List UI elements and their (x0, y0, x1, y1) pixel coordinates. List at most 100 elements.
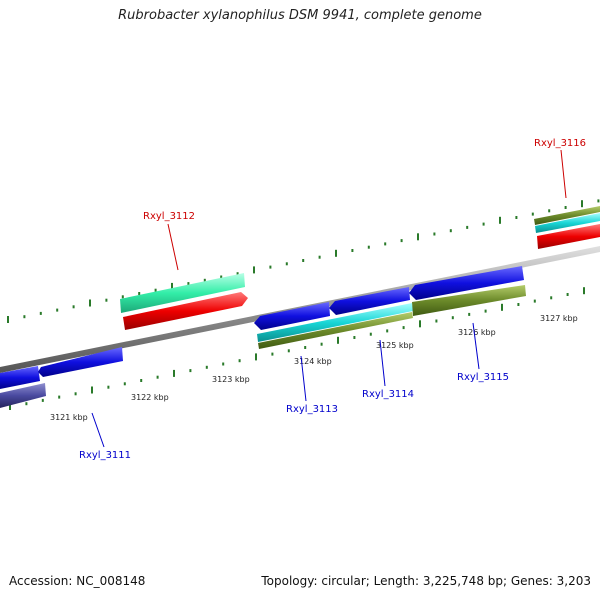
accession-label: Accession: NC_008148 (9, 574, 146, 588)
reverse-track-minor-tick (566, 293, 569, 296)
reverse-track-minor-tick (386, 329, 389, 333)
reverse-track-major-tick (419, 320, 421, 328)
forward-track-minor-tick (105, 298, 108, 302)
forward-track-minor-tick (285, 262, 288, 266)
reverse-track-minor-tick (222, 362, 225, 366)
reverse-track-minor-tick (156, 375, 159, 379)
forward-tick-track (7, 199, 600, 323)
reverse-tick-track (9, 287, 585, 410)
reverse-track-major-tick (173, 369, 175, 377)
gene-label-rxyl-3116[interactable]: Rxyl_3116 (534, 138, 586, 149)
tick-label-3121: 3121 kbp (50, 413, 88, 422)
forward-track-major-tick (253, 266, 255, 274)
gene-label-rxyl-3111[interactable]: Rxyl_3111 (79, 450, 131, 461)
reverse-track-minor-tick (369, 332, 372, 336)
reverse-track-minor-tick (189, 369, 192, 373)
tick-label-3127: 3127 kbp (540, 314, 578, 323)
gene-label-rxyl-3115[interactable]: Rxyl_3115 (457, 372, 509, 383)
tick-label-3125: 3125 kbp (376, 341, 414, 350)
forward-track-minor-tick (236, 272, 239, 276)
reverse-track-minor-tick (484, 309, 487, 313)
reverse-track-minor-tick (238, 359, 241, 363)
reverse-track-minor-tick (468, 312, 471, 316)
forward-track-minor-tick (367, 245, 370, 249)
reverse-track-minor-tick (123, 382, 126, 386)
forward-track-major-tick (417, 233, 419, 241)
forward-track-minor-tick (220, 275, 223, 279)
forward-track-minor-tick (384, 242, 387, 246)
forward-track-minor-tick (39, 311, 42, 315)
reverse-track-minor-tick (205, 365, 208, 369)
forward-track-major-tick (499, 216, 501, 224)
forward-track-minor-tick (449, 229, 452, 233)
reverse-track-minor-tick (25, 402, 28, 406)
tick-label-3126: 3126 kbp (458, 328, 496, 337)
forward-track-minor-tick (597, 199, 600, 203)
reverse-track-minor-tick (107, 385, 110, 389)
forward-track-minor-tick (187, 282, 190, 286)
forward-track-minor-tick (203, 278, 206, 282)
forward-track-major-tick (89, 299, 91, 307)
forward-track-major-tick (581, 200, 583, 208)
gene-rxyl-3111-feature (0, 347, 123, 408)
reverse-track-minor-tick (435, 319, 438, 323)
reverse-track-minor-tick (320, 342, 323, 346)
reverse-track-minor-tick (287, 349, 290, 353)
gene-rxyl-3115-feature (409, 266, 526, 316)
reverse-track-minor-tick (451, 316, 454, 320)
gene-rxyl-3112-feature (120, 273, 248, 330)
forward-track-major-tick (171, 282, 173, 290)
forward-track-minor-tick (351, 249, 354, 252)
reverse-track-minor-tick (58, 395, 61, 399)
tick-label-3123: 3123 kbp (212, 375, 250, 384)
reverse-track-major-tick (337, 336, 339, 344)
forward-track-minor-tick (466, 225, 469, 229)
gene-label-rxyl-3113[interactable]: Rxyl_3113 (286, 404, 338, 415)
gene-rxyl-3116-feature (534, 206, 600, 249)
gene-label-rxyl-3114[interactable]: Rxyl_3114 (362, 389, 414, 400)
forward-track-major-tick (7, 316, 9, 323)
forward-track-minor-tick (318, 255, 321, 259)
reverse-track-minor-tick (271, 352, 274, 356)
reverse-track-minor-tick (140, 379, 143, 382)
reverse-track-major-tick (91, 386, 93, 394)
forward-track-minor-tick (72, 305, 75, 309)
forward-track-minor-tick (138, 292, 141, 295)
reverse-track-minor-tick (517, 303, 520, 306)
forward-track-minor-tick (515, 216, 518, 219)
forward-track-minor-tick (56, 308, 59, 312)
gene-rxyl-3114-feature (329, 287, 410, 315)
genome-summary: Topology: circular; Length: 3,225,748 bp… (261, 574, 591, 588)
tick-labels: 3121 kbp 3122 kbp 3123 kbp 3124 kbp 3125… (50, 314, 578, 422)
forward-track-minor-tick (564, 206, 567, 209)
reverse-track-minor-tick (353, 336, 356, 339)
map-title: Rubrobacter xylanophilus DSM 9941, compl… (118, 8, 482, 23)
forward-track-minor-tick (269, 265, 272, 269)
reverse-track-major-tick (583, 287, 585, 295)
reverse-track-major-tick (9, 403, 11, 410)
forward-track-major-tick (335, 249, 337, 257)
forward-track-minor-tick (548, 209, 551, 213)
reverse-track-minor-tick (550, 296, 553, 300)
forward-track-minor-tick (302, 259, 305, 262)
forward-track-minor-tick (531, 212, 534, 216)
reverse-track-minor-tick (74, 392, 77, 396)
reverse-track-major-tick (255, 353, 257, 361)
gene-labels: Rxyl_3112 Rxyl_3116 Rxyl_3111 Rxyl_3113 … (79, 138, 586, 461)
gene-leader-lines (91, 149, 567, 448)
forward-track-minor-tick (482, 222, 485, 226)
reverse-track-minor-tick (402, 326, 405, 330)
reverse-track-minor-tick (533, 299, 536, 303)
reverse-track-major-tick (501, 303, 503, 311)
forward-track-minor-tick (121, 295, 124, 299)
tick-label-3122: 3122 kbp (131, 393, 169, 402)
reverse-track-minor-tick (304, 346, 307, 349)
forward-track-minor-tick (400, 239, 403, 243)
forward-track-minor-tick (154, 288, 157, 292)
reverse-track-minor-tick (41, 398, 44, 402)
gene-label-rxyl-3112[interactable]: Rxyl_3112 (143, 211, 195, 222)
tick-label-3124: 3124 kbp (294, 357, 332, 366)
forward-track-minor-tick (433, 232, 436, 236)
forward-track-minor-tick (23, 315, 26, 319)
